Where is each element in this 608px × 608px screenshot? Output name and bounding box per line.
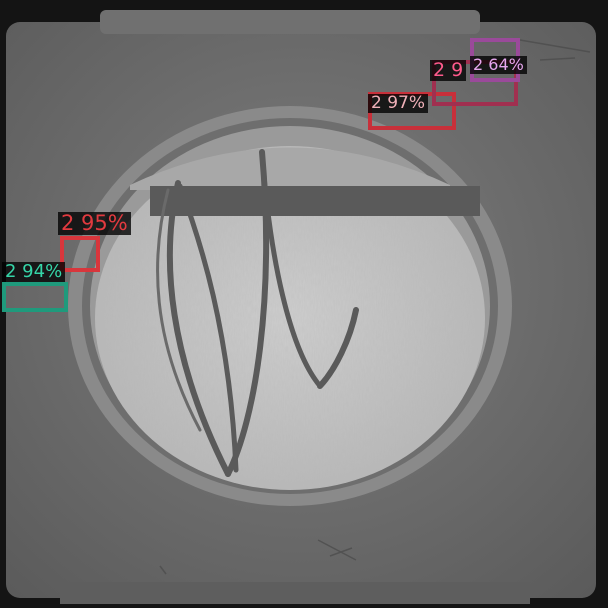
detection-box-1 [60, 236, 100, 272]
detection-label-3: 2 97% [368, 94, 429, 113]
plate-bottom-edge [60, 582, 530, 604]
detection-label-1: 2 95% [58, 212, 131, 235]
detection-label-2: 2 94% [2, 262, 66, 282]
well-top-shade [130, 147, 450, 190]
needle-strands [156, 149, 359, 477]
horizontal-bar [150, 186, 480, 216]
detection-label-4: 2 9 [430, 60, 467, 81]
plate-top-notch [100, 10, 480, 34]
detection-box-2 [2, 282, 68, 312]
detection-label-5: 2 64% [470, 56, 527, 74]
plate-scratches [159, 39, 591, 575]
